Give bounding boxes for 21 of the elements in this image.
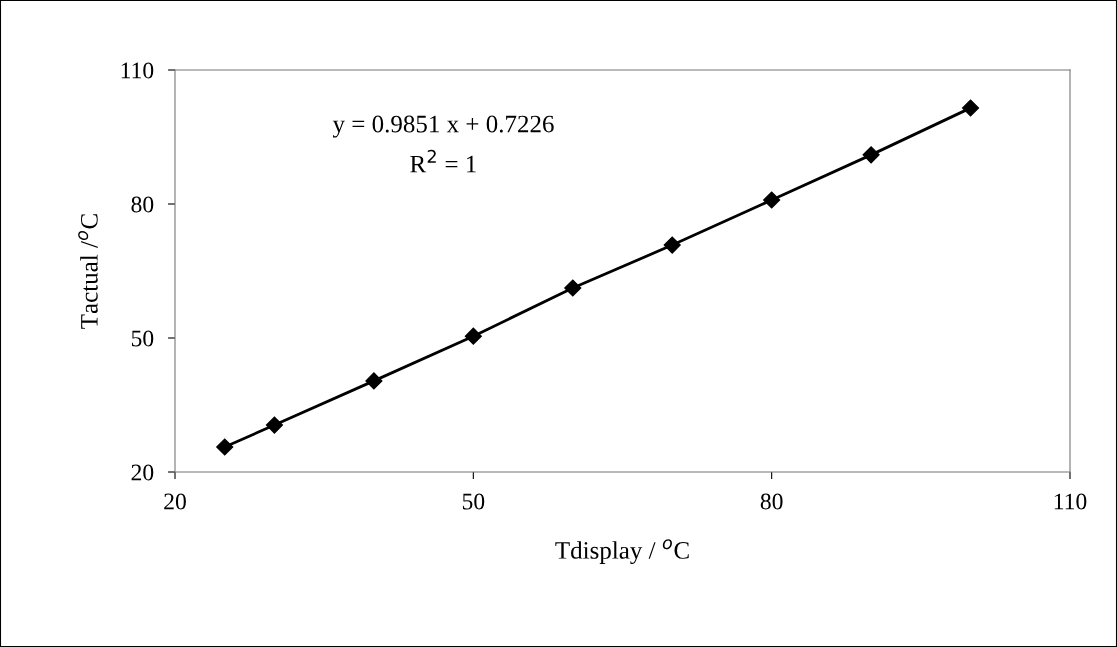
point: [216, 438, 234, 456]
annotation: R$^{2}$ = 1: [410, 149, 476, 173]
y-tick-label: 110: [121, 62, 154, 79]
annotation: y = 0.9851 x + 0.7226: [332, 115, 554, 138]
point: [962, 99, 980, 117]
y-axis-title: Tactual /$^{o}$C: [78, 214, 98, 329]
x-tick-label: 20: [164, 493, 186, 510]
y-tick-label: 80: [131, 196, 154, 213]
point: [365, 372, 383, 390]
x-tick-label: 80: [760, 493, 783, 510]
point: [265, 416, 283, 434]
y-tick-label: 20: [131, 464, 154, 481]
x-axis-title: Tdisplay / $^{o}$C: [555, 539, 689, 565]
x-tick-label: 50: [462, 493, 485, 510]
y-tick-label: 50: [131, 330, 154, 347]
point: [862, 146, 880, 164]
point: [663, 236, 681, 254]
point: [763, 191, 781, 209]
point: [564, 279, 582, 297]
x-tick-label: 110: [1054, 493, 1087, 510]
point: [464, 327, 482, 345]
